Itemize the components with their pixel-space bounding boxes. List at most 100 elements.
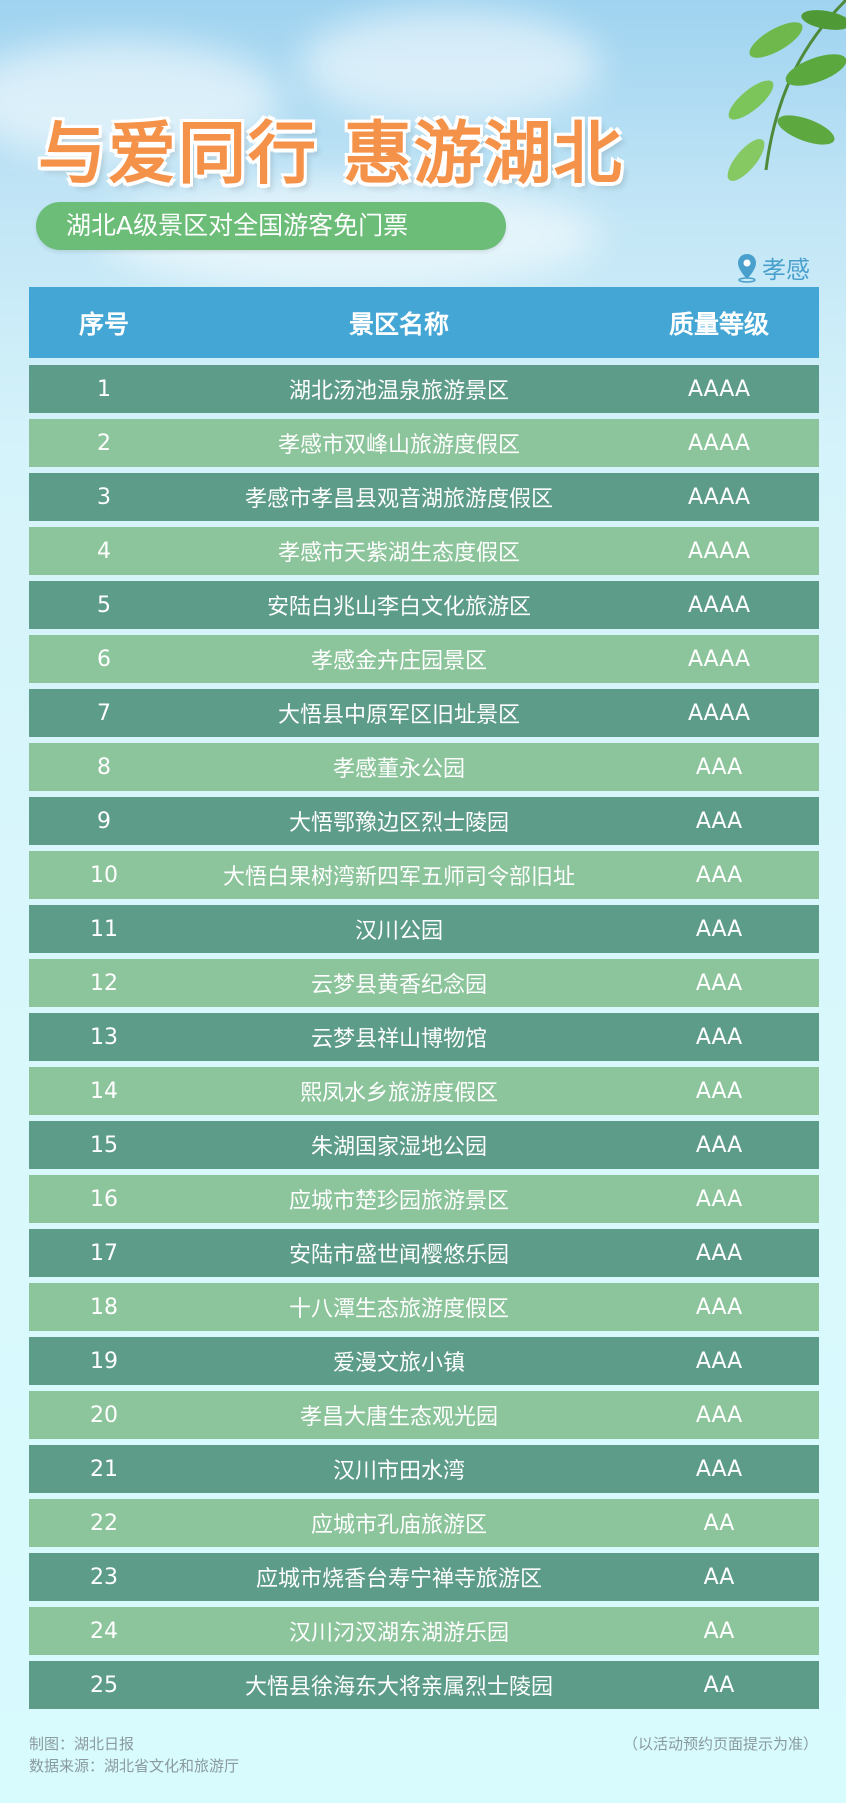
row-index: 16 <box>90 1186 118 1212</box>
row-index: 25 <box>90 1672 118 1698</box>
table-row: 12 云梦县黄香纪念园 AAA <box>29 959 819 1007</box>
row-index: 6 <box>97 646 111 672</box>
row-name: 孝感市天紫湖生态度假区 <box>277 541 520 566</box>
row-grade: AAAA <box>687 646 751 672</box>
cloud-decoration <box>0 40 280 160</box>
row-index: 10 <box>90 862 118 888</box>
row-name: 孝感金卉庄园景区 <box>310 649 487 674</box>
page-title: 与爱同行 惠游湖北 <box>38 115 624 194</box>
row-grade: AAAA <box>687 538 751 564</box>
row-name: 湖北汤池温泉旅游景区 <box>288 379 509 404</box>
table-row: 19 爱漫文旅小镇 AAA <box>29 1337 819 1385</box>
row-name: 爱漫文旅小镇 <box>332 1351 465 1376</box>
table-row: 9 大悟鄂豫边区烈士陵园 AAA <box>29 797 819 845</box>
table-row: 16 应城市楚珍园旅游景区 AAA <box>29 1175 819 1223</box>
row-grade: AAAA <box>687 430 751 456</box>
row-name: 应城市孔庙旅游区 <box>310 1513 487 1538</box>
row-index: 3 <box>97 484 111 510</box>
row-grade: AAAA <box>687 700 751 726</box>
row-name: 孝感董永公园 <box>332 757 465 782</box>
footer-credits: 制图：湖北日报 数据来源：湖北省文化和旅游厅 <box>29 1733 239 1777</box>
row-index: 13 <box>90 1024 118 1050</box>
row-index: 11 <box>90 916 118 942</box>
row-index: 21 <box>90 1456 118 1482</box>
table-row: 6 孝感金卉庄园景区 AAAA <box>29 635 819 683</box>
row-grade: AAA <box>695 1132 743 1158</box>
row-name: 十八潭生态旅游度假区 <box>288 1297 509 1322</box>
table-row: 2 孝感市双峰山旅游度假区 AAAA <box>29 419 819 467</box>
row-grade: AA <box>703 1618 735 1644</box>
table-row: 22 应城市孔庙旅游区 AA <box>29 1499 819 1547</box>
row-name: 孝昌大唐生态观光园 <box>299 1405 498 1430</box>
row-name: 云梦县祥山博物馆 <box>310 1027 487 1052</box>
table-header: 序号 景区名称 质量等级 <box>29 287 819 358</box>
row-index: 4 <box>97 538 111 564</box>
row-index: 19 <box>90 1348 118 1374</box>
row-index: 18 <box>90 1294 118 1320</box>
row-index: 14 <box>90 1078 118 1104</box>
row-grade: AAAA <box>687 484 751 510</box>
table-row: 18 十八潭生态旅游度假区 AAA <box>29 1283 819 1331</box>
table-row: 8 孝感董永公园 AAA <box>29 743 819 791</box>
subtitle-pill: 湖北A级景区对全国游客免门票 <box>36 202 506 250</box>
row-grade: AAA <box>695 1078 743 1104</box>
row-index: 24 <box>90 1618 118 1644</box>
table-row: 5 安陆白兆山李白文化旅游区 AAAA <box>29 581 819 629</box>
row-index: 7 <box>97 700 111 726</box>
row-index: 1 <box>97 376 111 402</box>
row-grade: AA <box>703 1564 735 1590</box>
row-name: 云梦县黄香纪念园 <box>310 973 487 998</box>
row-index: 23 <box>90 1564 118 1590</box>
row-grade: AAAA <box>687 376 751 402</box>
row-name: 熙凤水乡旅游度假区 <box>299 1081 498 1106</box>
map-pin-icon <box>738 253 756 283</box>
row-grade: AAA <box>695 1240 743 1266</box>
table-row: 13 云梦县祥山博物馆 AAA <box>29 1013 819 1061</box>
row-index: 15 <box>90 1132 118 1158</box>
cloud-decoration <box>300 10 600 120</box>
row-name: 朱湖国家湿地公园 <box>310 1135 487 1160</box>
row-grade: AA <box>703 1672 735 1698</box>
scenic-spot-table: 序号 景区名称 质量等级 1 湖北汤池温泉旅游景区 AAAA 2 孝感市双峰山旅游度假区… <box>29 287 819 1715</box>
row-name: 大悟鄂豫边区烈士陵园 <box>288 811 509 836</box>
row-grade: AAA <box>695 1348 743 1374</box>
table-row: 23 应城市烧香台寿宁禅寺旅游区 AA <box>29 1553 819 1601</box>
table-row: 21 汉川市田水湾 AAA <box>29 1445 819 1493</box>
header-index: 序号 <box>78 309 129 339</box>
row-name: 大悟白果树湾新四军五师司令部旧址 <box>222 865 575 890</box>
table-row: 1 湖北汤池温泉旅游景区 AAAA <box>29 365 819 413</box>
row-name: 安陆白兆山李白文化旅游区 <box>266 595 531 620</box>
row-grade: AA <box>703 1510 735 1536</box>
leaves-decoration <box>727 0 846 181</box>
row-index: 12 <box>90 970 118 996</box>
row-index: 22 <box>90 1510 118 1536</box>
row-index: 5 <box>97 592 111 618</box>
row-grade: AAA <box>695 754 743 780</box>
row-grade: AAA <box>695 970 743 996</box>
row-index: 8 <box>97 754 111 780</box>
row-name: 应城市烧香台寿宁禅寺旅游区 <box>255 1567 542 1592</box>
row-name: 安陆市盛世闻樱悠乐园 <box>288 1243 509 1268</box>
row-grade: AAA <box>695 1186 743 1212</box>
row-name: 孝感市孝昌县观音湖旅游度假区 <box>244 487 553 512</box>
header-grade: 质量等级 <box>668 309 769 339</box>
row-index: 17 <box>90 1240 118 1266</box>
row-name: 应城市楚珍园旅游景区 <box>288 1189 509 1214</box>
header-name: 景区名称 <box>348 309 449 339</box>
source-text: 数据来源：湖北省文化和旅游厅 <box>29 1757 240 1775</box>
row-name: 汉川公园 <box>354 919 443 944</box>
table-row: 17 安陆市盛世闻樱悠乐园 AAA <box>29 1229 819 1277</box>
row-index: 9 <box>97 808 111 834</box>
table-row: 3 孝感市孝昌县观音湖旅游度假区 AAAA <box>29 473 819 521</box>
row-name: 大悟县中原军区旧址景区 <box>277 703 520 728</box>
row-name: 孝感市双峰山旅游度假区 <box>277 433 520 458</box>
footer-note: （以活动预约页面提示为准） <box>622 1735 818 1753</box>
location-text: 孝感 <box>762 256 810 284</box>
row-index: 20 <box>90 1402 118 1428</box>
table-row: 7 大悟县中原军区旧址景区 AAAA <box>29 689 819 737</box>
row-name: 汉川市田水湾 <box>332 1459 465 1484</box>
table-row: 11 汉川公园 AAA <box>29 905 819 953</box>
credit-text: 制图：湖北日报 <box>29 1735 135 1753</box>
row-grade: AAA <box>695 1024 743 1050</box>
row-grade: AAA <box>695 862 743 888</box>
